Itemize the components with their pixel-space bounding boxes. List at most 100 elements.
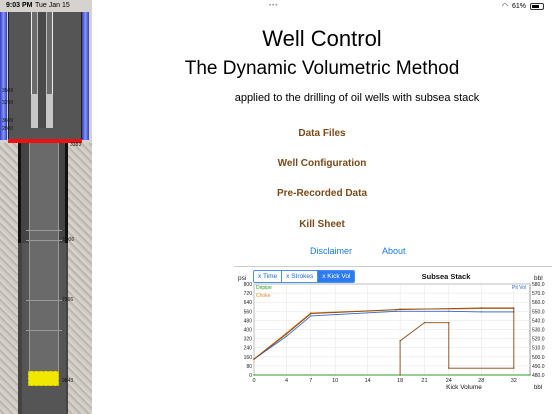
x-axis-unit: bbl: [534, 385, 542, 391]
y-right-tick-label: 550.0: [532, 309, 545, 315]
x-tick-label: 0: [252, 378, 255, 384]
y-right-tick-label: 560.0: [532, 300, 545, 306]
x-tick-label: 7: [309, 378, 312, 384]
pressure-chart[interactable]: 0 480.0 80 490.0 160 500.0 240 510.0 320 520.0 400…: [234, 266, 552, 392]
tab-x-kick-vol[interactable]: x Kick Vol: [318, 271, 355, 282]
casing-wall-right: [65, 143, 68, 243]
page-title: Well Control: [262, 26, 382, 51]
series-point: [310, 312, 312, 315]
series-point: [448, 367, 450, 369]
y-right-tick-label: 540.0: [532, 318, 545, 324]
depth-label: 7566: [62, 297, 74, 303]
legend-entry: Pit Vol: [512, 285, 526, 291]
menu-data-files[interactable]: Data Files: [298, 128, 346, 139]
menu-well-configuration[interactable]: Well Configuration: [277, 158, 367, 169]
legend-entry: Choke: [256, 293, 271, 299]
bha-left: [31, 94, 38, 128]
depth-label: 3383: [70, 142, 82, 148]
tool-joint: [26, 240, 62, 241]
status-bar: 9:03 PM Tue Jan 15 ••• ◠ 61%: [0, 0, 552, 12]
disclaimer-link[interactable]: Disclaimer: [310, 246, 353, 256]
series-point: [399, 308, 401, 311]
y-left-tick-label: 800: [244, 282, 253, 288]
y-left-tick-label: 480: [244, 318, 253, 324]
y-left-tick-label: 160: [244, 355, 253, 361]
page-description: applied to the drilling of oil wells wit…: [234, 92, 480, 104]
drill-string-bore: [37, 12, 47, 128]
x-tick-label: 4: [285, 378, 288, 384]
menu-kill-sheet[interactable]: Kill Sheet: [299, 219, 345, 230]
y-left-axis-label: psi: [238, 275, 246, 282]
y-right-tick-label: 500.0: [532, 355, 545, 361]
x-tick-label: 24: [446, 378, 452, 384]
menu-pre-recorded-data[interactable]: Pre-Recorded Data: [276, 188, 368, 199]
x-tick-label: 18: [397, 378, 403, 384]
status-date: Tue Jan 15: [35, 2, 70, 9]
series-point: [480, 307, 482, 309]
y-right-tick-label: 580.0: [532, 282, 545, 288]
y-left-tick-label: 80: [246, 364, 252, 370]
riser-wall-right: [81, 12, 82, 140]
bha-right: [46, 94, 53, 128]
multitasking-dots-icon: •••: [269, 3, 279, 9]
y-left-tick-label: 0: [249, 373, 252, 379]
y-right-tick-label: 510.0: [532, 346, 545, 352]
riser-wall-left: [8, 12, 9, 140]
casing-wall-left: [18, 143, 21, 243]
x-tick-label: 21: [421, 378, 427, 384]
y-left-tick-label: 720: [244, 291, 253, 297]
chart-title: Subsea Stack: [422, 272, 472, 281]
x-axis-selector[interactable]: x Time x Strokes x Kick Vol: [253, 270, 356, 283]
status-time: 9:03 PM: [6, 2, 33, 9]
battery-percent: 61%: [511, 2, 526, 10]
bop-stack: [8, 139, 82, 143]
series-point: [529, 374, 531, 376]
y-right-tick-label: 480.0: [532, 373, 545, 379]
x-tick-label: 28: [478, 378, 484, 384]
wifi-icon: ◠: [501, 3, 508, 10]
series-point: [395, 310, 397, 312]
tool-joint: [26, 300, 62, 301]
y-left-tick-label: 240: [244, 346, 253, 352]
riser-water-right: [82, 12, 89, 140]
depth-label: 2800: [2, 126, 14, 132]
about-link[interactable]: About: [382, 246, 406, 256]
series-line: [253, 307, 515, 375]
series-point: [285, 333, 288, 335]
main-panel: Well Control The Dynamic Volumetric Meth…: [92, 0, 552, 414]
depth-label: 9843: [62, 378, 74, 384]
x-tick-label: 10: [332, 378, 338, 384]
tool-joint: [26, 230, 62, 231]
riser-water-left: [0, 12, 7, 140]
x-axis-label: Kick Volume: [446, 384, 482, 391]
y-left-tick-label: 320: [244, 337, 253, 343]
series-point: [399, 340, 401, 342]
y-right-tick-label: 520.0: [532, 337, 545, 343]
y-right-axis-label: bbl: [534, 275, 543, 282]
x-tick-label: 14: [365, 378, 371, 384]
y-right-tick-label: 490.0: [532, 364, 545, 370]
page-subtitle: The Dynamic Volumetric Method: [184, 58, 460, 79]
series-point: [480, 311, 482, 313]
series-point: [285, 335, 288, 338]
y-right-tick-label: 530.0: [532, 328, 545, 334]
series-point: [448, 310, 450, 312]
battery-icon: [530, 2, 544, 10]
series-point: [253, 374, 255, 376]
status-right: ◠ 61%: [502, 2, 544, 10]
drill-pipe: [29, 143, 59, 371]
kick-gas-bubble: [28, 371, 59, 386]
series-point: [310, 315, 312, 317]
x-tick-label: 32: [511, 378, 517, 384]
tool-joint: [26, 330, 62, 331]
well-schematic[interactable]: 3609 3250 3609 2800 3383 5906 7566 9843: [0, 0, 92, 414]
tab-x-time[interactable]: x Time: [254, 271, 283, 282]
series-point: [513, 367, 515, 369]
series-point: [253, 358, 255, 360]
tab-x-strokes[interactable]: x Strokes: [282, 271, 319, 282]
series-point: [513, 307, 515, 309]
y-left-tick-label: 400: [244, 328, 253, 334]
depth-label: 3609: [2, 118, 14, 124]
y-right-tick-label: 570.0: [532, 291, 545, 297]
